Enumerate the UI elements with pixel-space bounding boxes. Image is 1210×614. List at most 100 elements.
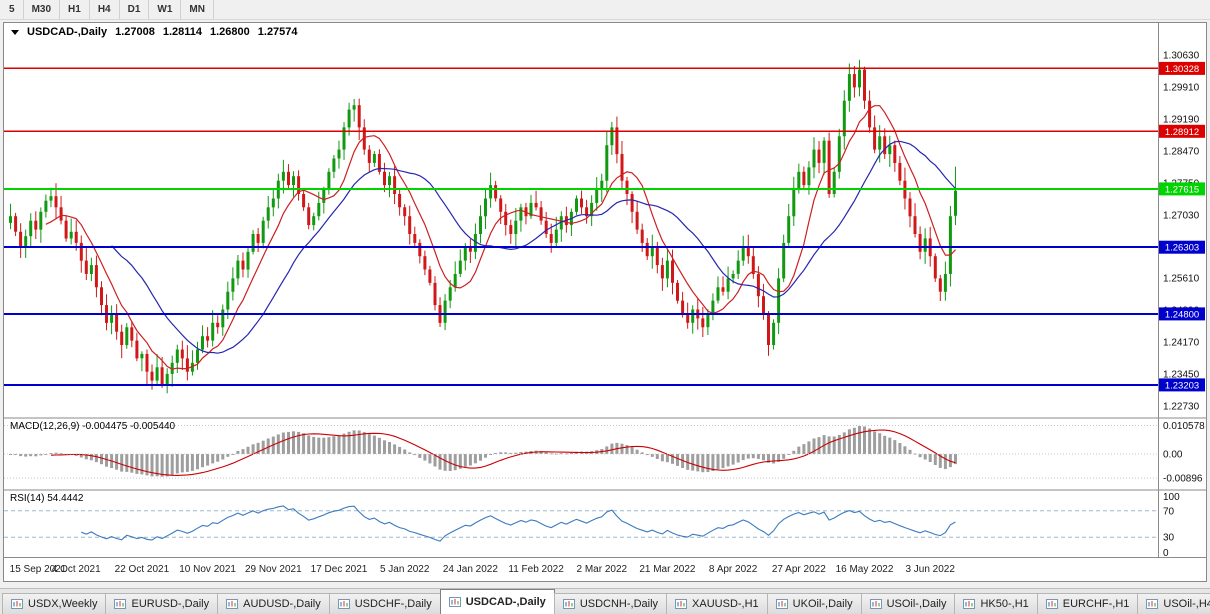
price-tag-1.24800: 1.24800	[1159, 307, 1205, 321]
macd-axis-label: -0.00896	[1163, 474, 1203, 485]
chart-tab-ukoil-daily[interactable]: UKOil-,Daily	[766, 593, 862, 614]
chart-tab-eurusd-daily[interactable]: EURUSD-,Daily	[105, 593, 219, 614]
macd-axis-label: 0.010578	[1163, 421, 1205, 432]
tab-label: EURCHF-,H1	[1062, 598, 1130, 610]
tab-chart-icon	[1045, 599, 1058, 609]
svg-text:1.29190: 1.29190	[1163, 114, 1200, 125]
tab-chart-icon	[775, 599, 788, 609]
price-tag-1.30328: 1.30328	[1159, 61, 1205, 75]
ohlc-close-value: 1.27574	[257, 26, 298, 38]
tab-chart-icon	[869, 599, 882, 609]
svg-text:1.23450: 1.23450	[1163, 369, 1200, 380]
tab-label: USDCHF-,Daily	[354, 598, 432, 610]
date-label: 3 Jun 2022	[905, 564, 955, 575]
tab-label: XAUUSD-,H1	[692, 598, 759, 610]
candlesticks	[9, 59, 957, 394]
chart-tab-usoil-daily[interactable]: USOil-,Daily	[860, 593, 956, 614]
timeframe-button-mn[interactable]: MN	[181, 0, 214, 19]
svg-text:1.30328: 1.30328	[1165, 64, 1199, 75]
tab-label: USDCNH-,Daily	[579, 598, 659, 610]
ma-fast-line	[45, 105, 956, 370]
svg-text:1.30630: 1.30630	[1163, 51, 1200, 62]
chart-window: 1.306301.299101.291901.284701.277501.270…	[3, 22, 1207, 582]
chart-tab-usdchf-daily[interactable]: USDCHF-,Daily	[328, 593, 441, 614]
tab-chart-icon	[114, 599, 127, 609]
rsi-axis-label: 30	[1163, 533, 1175, 544]
macd-label: MACD(12,26,9) -0.004475 -0.005440	[10, 421, 176, 432]
date-label: 16 May 2022	[836, 564, 894, 575]
svg-text:1.28470: 1.28470	[1163, 146, 1200, 157]
tab-label: UKOil-,Daily	[792, 598, 853, 610]
date-label: 8 Apr 2022	[709, 564, 758, 575]
timeframe-button-m30[interactable]: M30	[24, 0, 61, 19]
chart-background	[4, 23, 1206, 581]
timeframe-button-d1[interactable]: D1	[120, 0, 150, 19]
macd-signal-line	[50, 429, 956, 476]
chart-symbol-label: USDCAD-,Daily	[27, 26, 108, 38]
price-tag-1.27615: 1.27615	[1159, 182, 1205, 196]
timeframe-button-w1[interactable]: W1	[149, 0, 182, 19]
timeframe-button-h4[interactable]: H4	[90, 0, 120, 19]
tab-chart-icon	[226, 599, 239, 609]
rsi-label: RSI(14) 54.4442	[10, 493, 84, 504]
chart-tab-usdcnh-daily[interactable]: USDCNH-,Daily	[553, 593, 668, 614]
price-tag-1.28912: 1.28912	[1159, 124, 1205, 138]
svg-text:1.25610: 1.25610	[1163, 274, 1200, 285]
price-tag-1.23203: 1.23203	[1159, 378, 1205, 392]
date-label: 10 Nov 2021	[179, 564, 236, 575]
rsi-line	[81, 505, 956, 542]
chart-tab-usdx-weekly[interactable]: USDX,Weekly	[2, 593, 107, 614]
tab-chart-icon	[562, 599, 575, 609]
tab-chart-icon	[11, 599, 23, 609]
svg-text:1.27030: 1.27030	[1163, 210, 1200, 221]
svg-text:1.29910: 1.29910	[1163, 83, 1200, 94]
date-label: 11 Feb 2022	[508, 564, 564, 575]
chart-tab-usoil-h4[interactable]: USOil-,H4	[1137, 593, 1210, 614]
chart-canvas[interactable]: 1.306301.299101.291901.284701.277501.270…	[4, 23, 1206, 581]
chart-tab-usdcad-daily[interactable]: USDCAD-,Daily	[439, 589, 555, 614]
chart-tab-xauusd-h1[interactable]: XAUUSD-,H1	[666, 593, 768, 614]
svg-text:1.26303: 1.26303	[1165, 243, 1199, 254]
svg-text:1.24800: 1.24800	[1165, 309, 1199, 320]
tab-label: USDX,Weekly	[28, 598, 98, 610]
chart-tabbar: USDX,Weekly EURUSD-,Daily AUDUSD-,Daily USD…	[0, 588, 1210, 614]
tab-label: AUDUSD-,Daily	[243, 598, 321, 610]
chart-tab-eurchf-h1[interactable]: EURCHF-,H1	[1036, 593, 1139, 614]
date-label: 15 Sep 2021	[10, 564, 67, 575]
tab-chart-icon	[448, 597, 461, 607]
chart-title: USDCAD-,Daily 1.27008 1.28114 1.26800 1.…	[11, 26, 298, 38]
chart-tab-hk50-h1[interactable]: HK50-,H1	[954, 593, 1038, 614]
date-label: 5 Jan 2022	[380, 564, 430, 575]
date-label: 2 Mar 2022	[577, 564, 628, 575]
tab-label: USDCAD-,Daily	[465, 596, 546, 608]
collapse-indicator-icon[interactable]	[11, 29, 19, 35]
date-label: 17 Dec 2021	[311, 564, 368, 575]
date-label: 21 Mar 2022	[639, 564, 696, 575]
tab-label: USOil-,Daily	[886, 598, 947, 610]
date-label: 4 Oct 2021	[52, 564, 101, 575]
tab-chart-icon	[963, 599, 976, 609]
timeframe-button-5[interactable]: 5	[1, 0, 24, 19]
date-label: 24 Jan 2022	[443, 564, 498, 575]
rsi-axis-label: 100	[1163, 492, 1180, 503]
chart-tab-audusd-daily[interactable]: AUDUSD-,Daily	[217, 593, 330, 614]
timeframe-button-h1[interactable]: H1	[60, 0, 90, 19]
macd-histogram	[9, 426, 957, 477]
ohlc-low-value: 1.26800	[210, 26, 250, 38]
tab-label: EURUSD-,Daily	[131, 598, 210, 610]
svg-text:1.24170: 1.24170	[1163, 337, 1200, 348]
tab-label: HK50-,H1	[980, 598, 1029, 610]
date-label: 29 Nov 2021	[245, 564, 302, 575]
svg-text:1.27615: 1.27615	[1165, 184, 1199, 195]
tab-label: USOil-,H4	[1163, 598, 1210, 610]
macd-axis-label: 0.00	[1163, 450, 1183, 461]
ohlc-open-value: 1.27008	[115, 26, 155, 38]
rsi-axis-label: 70	[1163, 506, 1175, 517]
ohlc-high-value: 1.28114	[162, 26, 202, 38]
svg-text:1.23203: 1.23203	[1165, 380, 1199, 391]
tab-chart-icon	[1146, 599, 1159, 609]
svg-text:1.22730: 1.22730	[1163, 401, 1200, 412]
tab-chart-icon	[337, 599, 350, 609]
timeframe-toolbar: 5 M30 H1 H4 D1 W1 MN	[0, 0, 1210, 20]
